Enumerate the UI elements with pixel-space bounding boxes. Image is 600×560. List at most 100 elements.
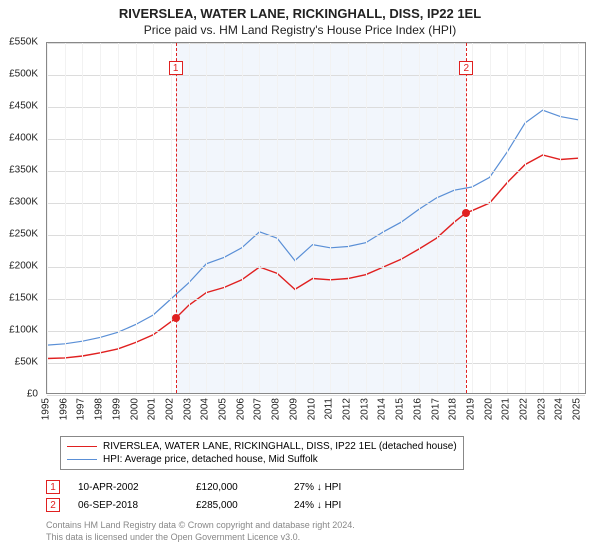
xtick-label: 2015 bbox=[395, 398, 406, 420]
ytick-label: £350K bbox=[9, 165, 38, 176]
footer-line2: This data is licensed under the Open Gov… bbox=[46, 532, 355, 544]
gridline-h bbox=[47, 267, 585, 268]
gridline-v bbox=[224, 43, 225, 393]
sale-row: 206-SEP-2018£285,00024% ↓ HPI bbox=[46, 496, 374, 514]
gridline-v bbox=[277, 43, 278, 393]
xtick-label: 2004 bbox=[200, 398, 211, 420]
gridline-v bbox=[383, 43, 384, 393]
xtick-label: 2023 bbox=[536, 398, 547, 420]
xtick-label: 2006 bbox=[235, 398, 246, 420]
ytick-label: £100K bbox=[9, 325, 38, 336]
xtick-label: 2008 bbox=[271, 398, 282, 420]
xtick-label: 2005 bbox=[218, 398, 229, 420]
gridline-v bbox=[259, 43, 260, 393]
xtick-label: 2018 bbox=[448, 398, 459, 420]
gridline-v bbox=[472, 43, 473, 393]
xtick-label: 2022 bbox=[519, 398, 530, 420]
ytick-label: £50K bbox=[15, 357, 38, 368]
ytick-label: £500K bbox=[9, 69, 38, 80]
xtick-label: 1996 bbox=[58, 398, 69, 420]
gridline-h bbox=[47, 235, 585, 236]
gridline-v bbox=[136, 43, 137, 393]
xtick-label: 2001 bbox=[147, 398, 158, 420]
sale-marker-box: 2 bbox=[459, 61, 473, 75]
legend-label: RIVERSLEA, WATER LANE, RICKINGHALL, DISS… bbox=[103, 441, 457, 452]
gridline-v bbox=[454, 43, 455, 393]
gridline-h bbox=[47, 363, 585, 364]
gridline-v bbox=[65, 43, 66, 393]
gridline-h bbox=[47, 43, 585, 44]
xtick-label: 2003 bbox=[182, 398, 193, 420]
xtick-label: 2013 bbox=[359, 398, 370, 420]
gridline-v bbox=[82, 43, 83, 393]
sales-table: 110-APR-2002£120,00027% ↓ HPI206-SEP-201… bbox=[46, 478, 374, 514]
xtick-label: 2014 bbox=[377, 398, 388, 420]
chart-area: 12 £0£50K£100K£150K£200K£250K£300K£350K£… bbox=[46, 42, 586, 394]
gridline-v bbox=[330, 43, 331, 393]
xtick-label: 2011 bbox=[324, 398, 335, 420]
gridline-v bbox=[295, 43, 296, 393]
ytick-label: £250K bbox=[9, 229, 38, 240]
ytick-label: £550K bbox=[9, 37, 38, 48]
xtick-label: 2010 bbox=[306, 398, 317, 420]
gridline-v bbox=[153, 43, 154, 393]
legend-swatch bbox=[67, 446, 97, 447]
xtick-label: 2021 bbox=[501, 398, 512, 420]
gridline-v bbox=[437, 43, 438, 393]
gridline-v bbox=[189, 43, 190, 393]
gridline-v bbox=[206, 43, 207, 393]
plot-region: 12 bbox=[46, 42, 586, 394]
gridline-v bbox=[242, 43, 243, 393]
gridline-v bbox=[543, 43, 544, 393]
gridline-h bbox=[47, 299, 585, 300]
gridline-v bbox=[490, 43, 491, 393]
xtick-label: 1995 bbox=[41, 398, 52, 420]
xtick-label: 2009 bbox=[288, 398, 299, 420]
ytick-label: £200K bbox=[9, 261, 38, 272]
xtick-label: 2002 bbox=[164, 398, 175, 420]
xtick-label: 2016 bbox=[412, 398, 423, 420]
xtick-label: 2012 bbox=[341, 398, 352, 420]
sale-price: £285,000 bbox=[196, 500, 276, 511]
gridline-v bbox=[313, 43, 314, 393]
ytick-label: £150K bbox=[9, 293, 38, 304]
gridline-v bbox=[118, 43, 119, 393]
gridline-h bbox=[47, 203, 585, 204]
legend-item: HPI: Average price, detached house, Mid … bbox=[67, 453, 457, 466]
xtick-label: 2000 bbox=[129, 398, 140, 420]
gridline-v bbox=[578, 43, 579, 393]
sale-vs-hpi: 24% ↓ HPI bbox=[294, 500, 374, 511]
sale-marker-line bbox=[466, 43, 467, 393]
chart-title: RIVERSLEA, WATER LANE, RICKINGHALL, DISS… bbox=[0, 0, 600, 21]
sale-row-marker: 1 bbox=[46, 480, 60, 494]
sale-row: 110-APR-2002£120,00027% ↓ HPI bbox=[46, 478, 374, 496]
gridline-v bbox=[366, 43, 367, 393]
legend-item: RIVERSLEA, WATER LANE, RICKINGHALL, DISS… bbox=[67, 440, 457, 453]
xtick-label: 2025 bbox=[572, 398, 583, 420]
ytick-label: £450K bbox=[9, 101, 38, 112]
gridline-v bbox=[507, 43, 508, 393]
gridline-v bbox=[401, 43, 402, 393]
gridline-h bbox=[47, 139, 585, 140]
gridline-h bbox=[47, 107, 585, 108]
xtick-label: 2024 bbox=[554, 398, 565, 420]
gridline-v bbox=[525, 43, 526, 393]
sale-row-marker: 2 bbox=[46, 498, 60, 512]
gridline-v bbox=[419, 43, 420, 393]
gridline-v bbox=[171, 43, 172, 393]
gridline-v bbox=[560, 43, 561, 393]
xtick-label: 2017 bbox=[430, 398, 441, 420]
xtick-label: 2020 bbox=[483, 398, 494, 420]
footer-line1: Contains HM Land Registry data © Crown c… bbox=[46, 520, 355, 532]
sale-marker-box: 1 bbox=[169, 61, 183, 75]
xtick-label: 1998 bbox=[94, 398, 105, 420]
gridline-h bbox=[47, 171, 585, 172]
footer-attribution: Contains HM Land Registry data © Crown c… bbox=[46, 520, 355, 543]
gridline-v bbox=[47, 43, 48, 393]
gridline-h bbox=[47, 75, 585, 76]
sale-marker-line bbox=[176, 43, 177, 393]
gridline-h bbox=[47, 331, 585, 332]
xtick-label: 1997 bbox=[76, 398, 87, 420]
legend-swatch bbox=[67, 459, 97, 460]
legend: RIVERSLEA, WATER LANE, RICKINGHALL, DISS… bbox=[60, 436, 464, 470]
